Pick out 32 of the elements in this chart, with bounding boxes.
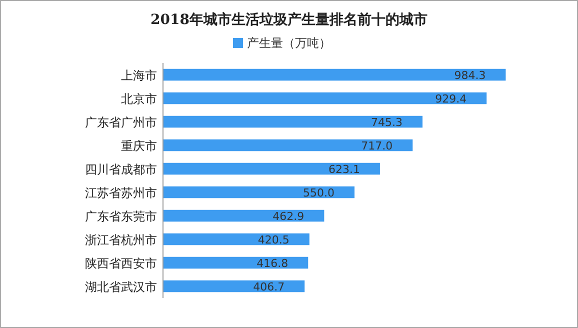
y-tick-label: 浙江省杭州市: [85, 232, 157, 247]
bar: [163, 186, 355, 198]
bar: [163, 256, 308, 269]
data-label: 745.3: [371, 116, 403, 129]
bar: [163, 162, 380, 175]
y-tick-label: 湖北省武汉市: [85, 280, 157, 294]
y-tick-label: 陕西省西安市: [85, 256, 157, 270]
y-tick-label: 北京市: [121, 92, 157, 106]
y-tick-label: 江苏省苏州市: [85, 186, 157, 200]
bar: [163, 116, 423, 128]
y-tick-label: 广东省东莞市: [85, 209, 157, 224]
bar: [163, 68, 506, 81]
y-tick-label: 四川省成都市: [85, 162, 157, 176]
chart-title: 2018年城市生活垃圾产生量排名前十的城市: [150, 11, 428, 28]
data-label: 717.0: [361, 139, 393, 152]
y-tick-label: 广东省广州市: [85, 115, 157, 130]
y-tick-label: 重庆市: [121, 138, 157, 153]
bar: [163, 210, 324, 222]
bar: [163, 139, 413, 152]
y-tick-label: 上海市: [121, 68, 157, 82]
bar: [163, 280, 305, 292]
data-label: 550.0: [303, 186, 335, 200]
data-label: 416.8: [256, 256, 288, 270]
data-label: 623.1: [328, 162, 360, 176]
data-label: 406.7: [253, 280, 285, 294]
data-label: 420.5: [258, 233, 290, 246]
data-label: 929.4: [435, 92, 467, 106]
data-label: 462.9: [272, 210, 304, 223]
legend-label: 产生量（万吨）: [247, 36, 331, 50]
bar: [163, 233, 310, 246]
data-label: 984.3: [454, 68, 486, 82]
bar: [163, 92, 487, 104]
